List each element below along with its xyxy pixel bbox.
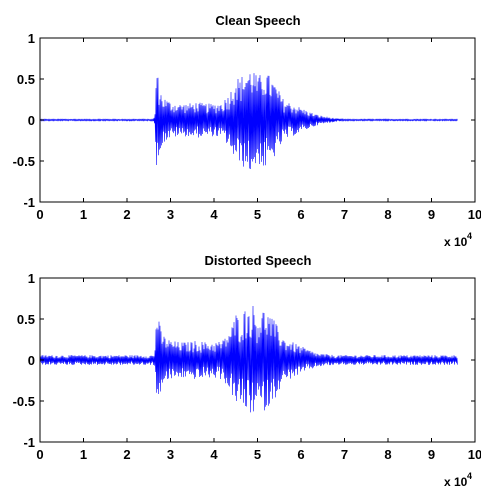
clean-speech-y-tick-label: 0.5 <box>17 72 35 87</box>
clean-speech-y-tick-label: 1 <box>28 31 35 46</box>
clean-speech-x-tick-label: 1 <box>80 207 87 222</box>
clean-speech-x-tick-label: 7 <box>341 207 348 222</box>
clean-speech-x-tick-label: 8 <box>384 207 391 222</box>
clean-speech-waveform-series-0 <box>39 73 458 169</box>
clean-speech-x-tick-label: 3 <box>167 207 174 222</box>
distorted-speech-x-tick-label: 8 <box>384 447 391 462</box>
clean-speech-x-tick-label: 9 <box>428 207 435 222</box>
distorted-speech-title: Distorted Speech <box>205 253 312 268</box>
distorted-speech-x-tick-label: 6 <box>297 447 304 462</box>
clean-speech-y-tick-label: 0 <box>28 113 35 128</box>
clean-speech-plot-area <box>39 73 458 169</box>
distorted-speech-ticks: 0 1 2 3 4 5 6 7 8 9 10 1 0.5 0 -0.5 -1 <box>13 271 481 462</box>
clean-speech-x-tick-label: 2 <box>123 207 130 222</box>
clean-speech-x-exponent: x 10 4 <box>444 231 472 249</box>
distorted-speech-x-exponent-power: 4 <box>467 471 472 481</box>
distorted-speech-x-tick-label: 1 <box>80 447 87 462</box>
clean-speech-x-tick-label: 6 <box>297 207 304 222</box>
clean-speech-axes: Clean Speech 0 1 2 3 4 5 6 7 8 9 10 1 0.5 0 -0.5 -1 x 1… <box>13 13 481 249</box>
distorted-speech-y-tick-label: 0.5 <box>17 312 35 327</box>
distorted-speech-x-exponent-base: x 10 <box>444 475 468 489</box>
distorted-speech-y-tick-label: 0 <box>28 353 35 368</box>
distorted-speech-x-tick-label: 4 <box>210 447 218 462</box>
distorted-speech-axes: Distorted Speech 0 1 2 3 4 5 6 7 8 9 10 1 0.5 0 -0.5 -1… <box>13 253 481 489</box>
distorted-speech-y-tick-label: -0.5 <box>13 394 35 409</box>
clean-speech-x-exponent-power: 4 <box>467 231 472 241</box>
distorted-speech-x-exponent: x 10 4 <box>444 471 472 489</box>
clean-speech-x-tick-label: 0 <box>36 207 43 222</box>
clean-speech-x-tick-label: 10 <box>468 207 481 222</box>
clean-speech-y-tick-label: -0.5 <box>13 154 35 169</box>
distorted-speech-x-tick-label: 5 <box>254 447 261 462</box>
distorted-speech-plot-area <box>39 306 458 413</box>
clean-speech-ticks: 0 1 2 3 4 5 6 7 8 9 10 1 0.5 0 -0.5 -1 <box>13 31 481 222</box>
clean-speech-x-tick-label: 4 <box>210 207 218 222</box>
distorted-speech-waveform-series-0 <box>39 306 458 413</box>
distorted-speech-x-tick-label: 3 <box>167 447 174 462</box>
clean-speech-y-tick-label: -1 <box>23 195 35 210</box>
distorted-speech-x-tick-label: 9 <box>428 447 435 462</box>
clean-speech-x-exponent-base: x 10 <box>444 235 468 249</box>
clean-speech-x-tick-label: 5 <box>254 207 261 222</box>
distorted-speech-x-tick-label: 0 <box>36 447 43 462</box>
distorted-speech-x-tick-label: 2 <box>123 447 130 462</box>
distorted-speech-x-tick-label: 10 <box>468 447 481 462</box>
distorted-speech-y-tick-label: 1 <box>28 271 35 286</box>
distorted-speech-x-tick-label: 7 <box>341 447 348 462</box>
clean-speech-title: Clean Speech <box>215 13 300 28</box>
distorted-speech-y-tick-label: -1 <box>23 435 35 450</box>
